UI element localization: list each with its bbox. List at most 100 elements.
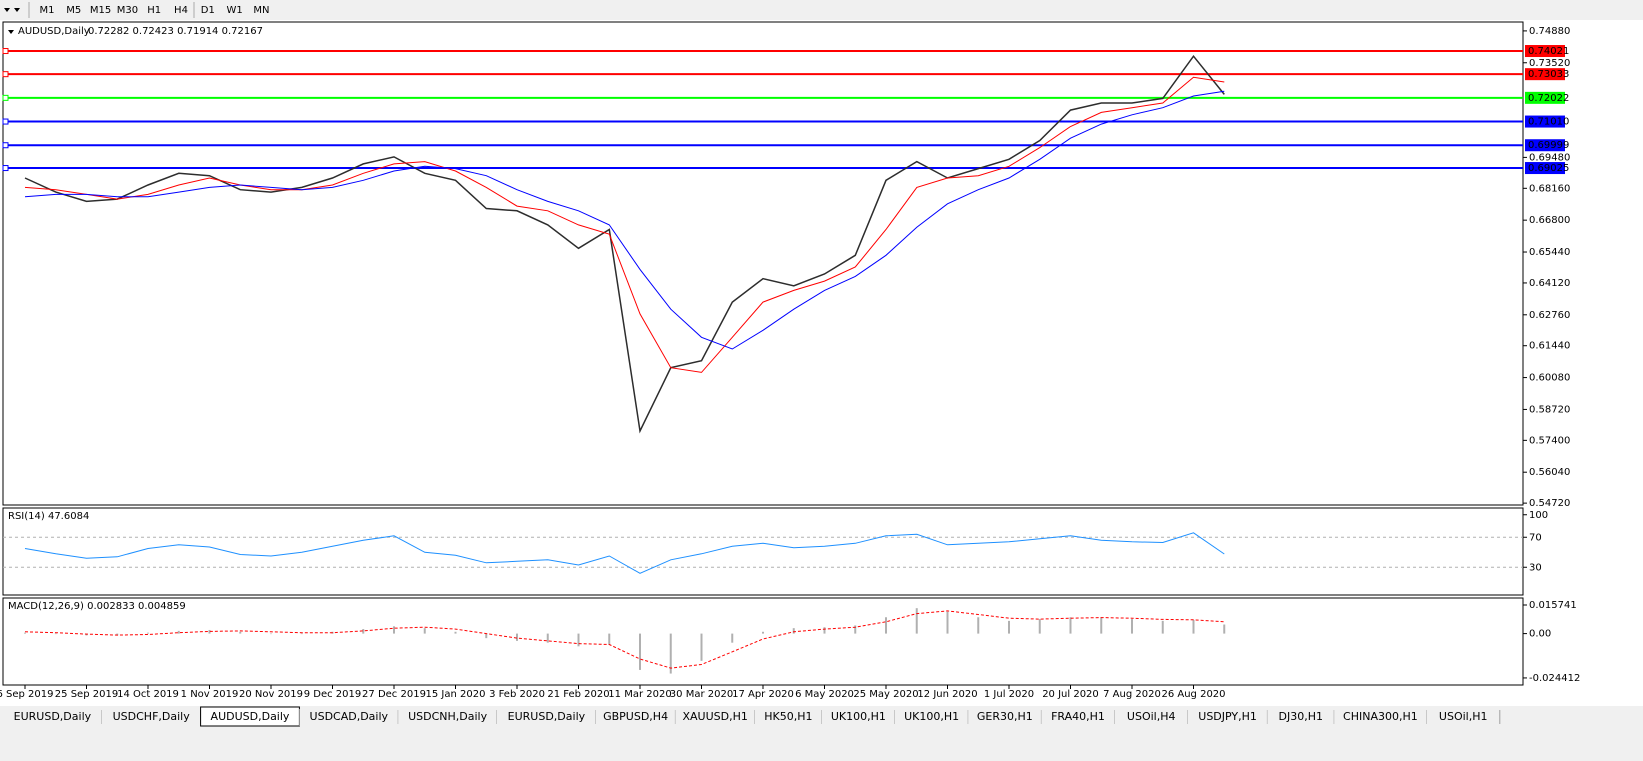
tab[interactable]: GBPUSD,H4 [595, 709, 676, 726]
y-tick-label: 0.62760 [1529, 310, 1570, 321]
timeframe-button[interactable]: M30 [117, 5, 138, 16]
dropdown-arrow[interactable] [14, 8, 20, 12]
tab-background [1334, 709, 1427, 726]
level-label-box [1525, 68, 1565, 81]
macd-bar [577, 633, 580, 647]
tab-background [1426, 709, 1500, 726]
tab-label[interactable]: GBPUSD,H4 [603, 710, 668, 723]
tab-label[interactable]: GER30,H1 [977, 710, 1033, 723]
macd-bar [239, 631, 242, 634]
tab[interactable]: EURUSD,Daily [497, 709, 597, 726]
level-label-box [1525, 45, 1565, 58]
tab[interactable]: DJ30,H1 [1267, 709, 1335, 726]
macd-bar [1223, 624, 1226, 634]
y-tick-label: 0.54720 [1529, 498, 1570, 509]
tab[interactable]: FRA40,H1 [1041, 709, 1116, 726]
timeframe-button[interactable]: H1 [147, 5, 161, 16]
tab[interactable]: UK100,H1 [895, 709, 969, 726]
timeframe-button[interactable]: D1 [201, 5, 215, 16]
y-tick-label: 0.66800 [1529, 215, 1570, 226]
tab[interactable]: UK100,H1 [821, 709, 896, 726]
tab[interactable]: CHINA300,H1 [1334, 709, 1428, 726]
x-tick-label: 20 Nov 2019 [239, 689, 303, 700]
tab-background [1187, 709, 1268, 726]
macd-bar [639, 633, 641, 670]
tab[interactable]: HK50,H1 [755, 709, 823, 726]
price-line [24, 54, 1225, 434]
tab-label[interactable]: XAUUSD,H1 [683, 710, 748, 723]
macd-bar [270, 633, 272, 635]
tab-background [1267, 709, 1335, 726]
tab-background [3, 709, 102, 726]
tab-label[interactable]: EURUSD,Daily [508, 710, 586, 723]
x-tick-label: 7 Aug 2020 [1103, 689, 1161, 700]
y-tick-label: 0.68160 [1529, 183, 1570, 194]
y-tick-label: 30 [1529, 562, 1542, 573]
y-tick-label: 0.57400 [1529, 435, 1570, 446]
panel-title: RSI(14) 47.6084 [8, 511, 89, 522]
tab-label[interactable]: DJ30,H1 [1279, 710, 1323, 723]
macd-bar [54, 633, 57, 635]
level-handle [2, 48, 9, 55]
timeframe-button[interactable]: H4 [174, 5, 188, 16]
macd-bar [393, 626, 395, 634]
tab-label[interactable]: UK100,H1 [831, 710, 886, 723]
dropdown-arrow[interactable] [4, 8, 10, 12]
level-handle [2, 165, 9, 172]
indicator-line [24, 610, 1225, 669]
tab[interactable]: EURUSD,Daily [3, 709, 103, 726]
tab-label[interactable]: USDCAD,Daily [310, 710, 389, 723]
x-tick-label: 14 Oct 2019 [117, 689, 179, 700]
x-tick-label: 25 May 2020 [853, 689, 918, 700]
timeframe-button[interactable]: MN [253, 5, 269, 16]
tab[interactable]: AUDUSD,Daily [200, 706, 300, 727]
macd-bar [423, 628, 426, 634]
tab-background [595, 709, 676, 726]
tab-label[interactable]: AUDUSD,Daily [211, 710, 290, 723]
tab[interactable]: USDCHF,Daily [101, 709, 202, 726]
collapse-arrow [8, 30, 14, 34]
x-tick-label: 20 Jul 2020 [1042, 689, 1099, 700]
macd-bar [516, 633, 518, 641]
timeframe-button[interactable]: M1 [40, 5, 55, 16]
macd-bar [116, 633, 119, 636]
tab-label[interactable]: FRA40,H1 [1051, 710, 1105, 723]
tab-label[interactable]: UK100,H1 [904, 710, 959, 723]
tab-background [755, 709, 822, 726]
y-tick-label: 0.65440 [1529, 247, 1570, 258]
y-tick-label: 0.00 [1529, 629, 1551, 640]
tab[interactable]: USOil,H4 [1114, 709, 1189, 726]
y-tick-label: 100 [1529, 510, 1548, 521]
tab-label[interactable]: USDCNH,Daily [408, 710, 488, 723]
tab[interactable]: USDJPY,H1 [1187, 709, 1268, 726]
x-tick-label: 1 Jul 2020 [984, 689, 1034, 700]
tab[interactable]: USDCNH,Daily [398, 709, 498, 726]
timeframe-button[interactable]: W1 [226, 5, 242, 16]
tab[interactable]: XAUUSD,H1 [675, 709, 756, 726]
tab-label[interactable]: USDCHF,Daily [113, 710, 191, 723]
panel-title: MACD(12,26,9) 0.002833 0.004859 [8, 601, 186, 612]
y-tick-label: 0.60080 [1529, 373, 1570, 384]
tab-label[interactable]: USDJPY,H1 [1198, 710, 1257, 723]
y-tick-label: 0.73520 [1529, 58, 1570, 69]
tab-label[interactable]: HK50,H1 [764, 710, 812, 723]
tab[interactable]: USOil,H1 [1426, 709, 1501, 726]
tab-label[interactable]: EURUSD,Daily [14, 710, 92, 723]
x-tick-label: 6 Sep 2019 [0, 689, 54, 700]
macd-bar [1100, 617, 1103, 634]
x-tick-label: 27 Dec 2019 [362, 689, 426, 700]
level-label: 0.73033 [1528, 69, 1569, 80]
tab-label[interactable]: USOil,H1 [1439, 710, 1488, 723]
timeframe-button[interactable]: M5 [66, 5, 81, 16]
macd-bar [1008, 620, 1010, 634]
panel-frame [2, 21, 1524, 506]
tab-label[interactable]: CHINA300,H1 [1343, 710, 1418, 723]
tab[interactable]: GER30,H1 [968, 709, 1042, 726]
timeframe-button[interactable]: M15 [90, 5, 111, 16]
tab-label[interactable]: USOil,H4 [1127, 710, 1176, 723]
y-tick-label: 0.61440 [1529, 341, 1570, 352]
macd-bar [454, 631, 457, 634]
tab[interactable]: USDCAD,Daily [299, 709, 399, 726]
level-handle [2, 71, 9, 78]
